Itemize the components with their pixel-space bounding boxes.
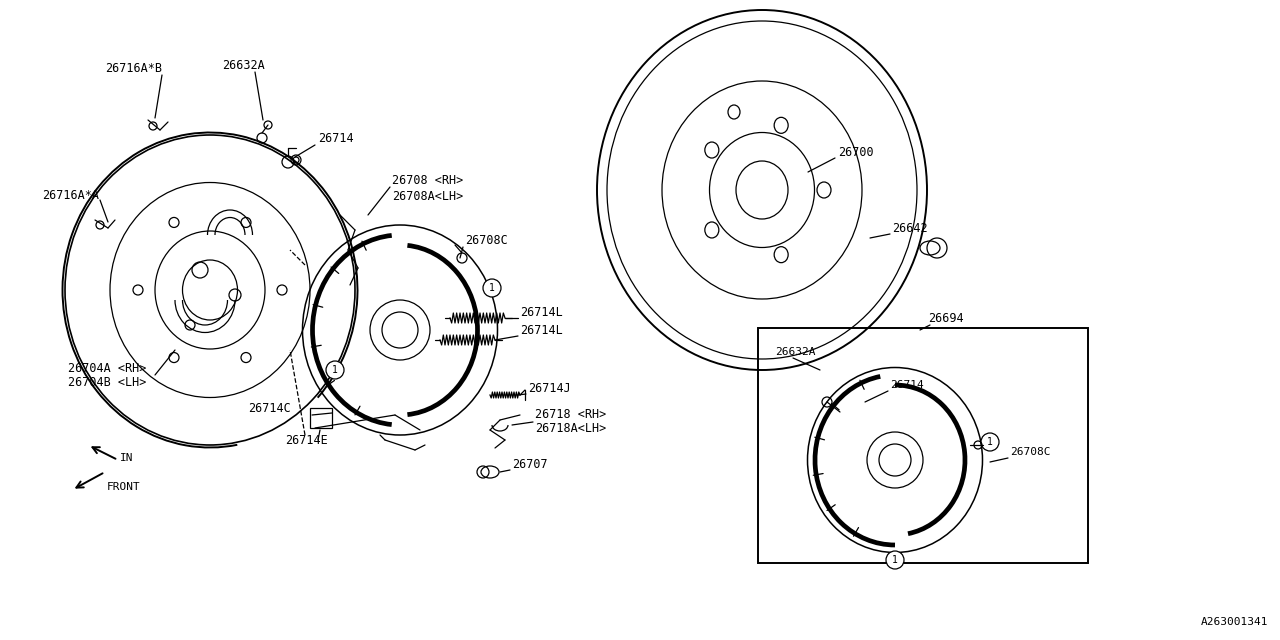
Text: FRONT: FRONT bbox=[108, 482, 141, 492]
Text: 1: 1 bbox=[987, 437, 993, 447]
Text: 26714J: 26714J bbox=[529, 381, 571, 394]
Circle shape bbox=[886, 551, 904, 569]
Text: 26714E: 26714E bbox=[285, 433, 328, 447]
Text: 26632A: 26632A bbox=[774, 347, 815, 357]
Text: 26718A<LH>: 26718A<LH> bbox=[535, 422, 607, 435]
Text: 26718 <RH>: 26718 <RH> bbox=[535, 408, 607, 422]
Text: 26700: 26700 bbox=[838, 145, 874, 159]
Text: 26716A*B: 26716A*B bbox=[105, 61, 163, 74]
Text: 26708 <RH>: 26708 <RH> bbox=[392, 173, 463, 186]
Circle shape bbox=[326, 361, 344, 379]
Circle shape bbox=[980, 433, 998, 451]
Bar bbox=[310, 408, 332, 428]
Text: 1: 1 bbox=[489, 283, 495, 293]
Text: 26694: 26694 bbox=[928, 312, 964, 324]
Circle shape bbox=[483, 279, 500, 297]
Text: 26714C: 26714C bbox=[248, 401, 291, 415]
Text: 26708C: 26708C bbox=[1010, 447, 1051, 457]
Text: 26716A*A: 26716A*A bbox=[42, 189, 99, 202]
Text: 26642: 26642 bbox=[892, 221, 928, 234]
Text: 26704A <RH>: 26704A <RH> bbox=[68, 362, 146, 374]
Text: 26707: 26707 bbox=[512, 458, 548, 472]
Text: A263001341: A263001341 bbox=[1201, 617, 1268, 627]
Text: IN: IN bbox=[120, 453, 133, 463]
Text: 26714L: 26714L bbox=[520, 323, 563, 337]
Text: 26714: 26714 bbox=[890, 380, 924, 390]
Text: 26708A<LH>: 26708A<LH> bbox=[392, 189, 463, 202]
Bar bbox=[758, 328, 1088, 563]
Text: 26704B <LH>: 26704B <LH> bbox=[68, 376, 146, 388]
Text: 26714L: 26714L bbox=[520, 305, 563, 319]
Text: 26714: 26714 bbox=[317, 131, 353, 145]
Text: 1: 1 bbox=[332, 365, 338, 375]
Text: 26708C: 26708C bbox=[465, 234, 508, 246]
Text: 1: 1 bbox=[892, 555, 899, 565]
Text: 26632A: 26632A bbox=[221, 58, 265, 72]
